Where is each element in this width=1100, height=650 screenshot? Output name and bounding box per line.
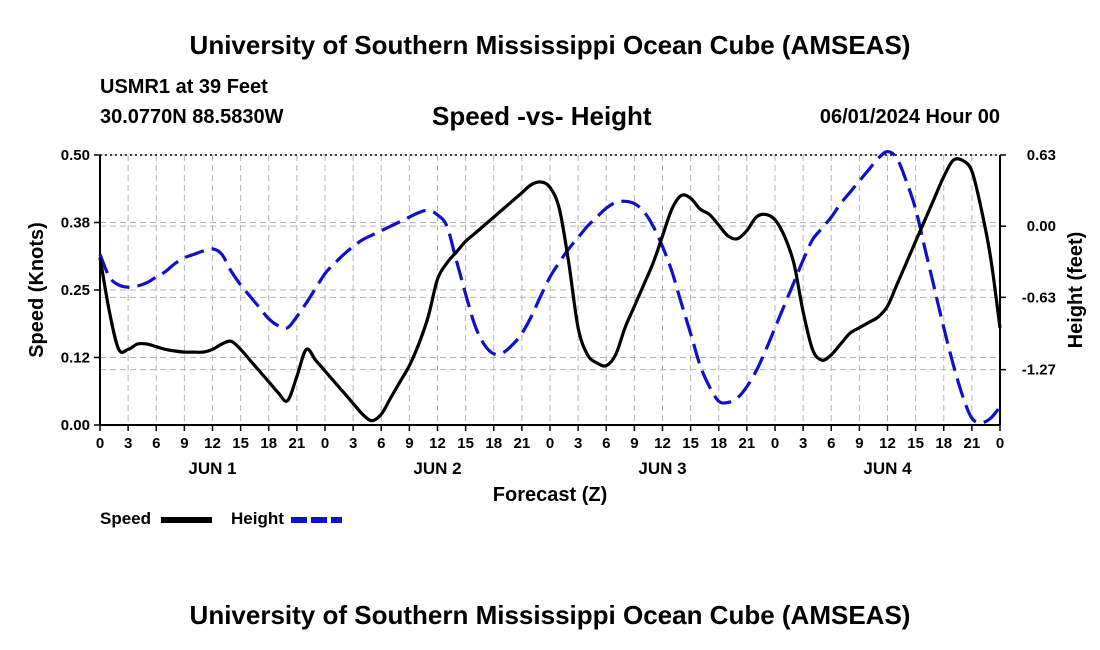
y-tick-label: 0.25 [61, 282, 90, 299]
x-tick-label: 15 [232, 435, 249, 452]
x-tick-label: 6 [377, 435, 385, 452]
height-series-line [98, 150, 1002, 425]
x-tick-label: 0 [996, 435, 1004, 452]
day-label: JUN 2 [413, 459, 461, 478]
legend-height-swatch [291, 517, 342, 523]
page-title: University of Southern Mississippi Ocean… [189, 30, 911, 60]
x-tick-label: 0 [771, 435, 779, 452]
x-tick-label: 21 [514, 435, 531, 452]
y-tick-label: 0.00 [61, 417, 90, 434]
x-tick-label: 18 [935, 435, 952, 452]
x-tick-label: 9 [630, 435, 638, 452]
y2-tick-label: -1.27 [1022, 362, 1056, 379]
x-tick-label: 6 [152, 435, 160, 452]
x-tick-label: 21 [739, 435, 756, 452]
station-label: USMR1 at 39 Feet [100, 76, 268, 98]
y2-tick-label: -0.63 [1022, 289, 1056, 306]
y-tick-label: 0.50 [61, 147, 90, 164]
x-tick-label: 21 [289, 435, 306, 452]
day-label: JUN 1 [188, 459, 236, 478]
x-tick-label: 9 [405, 435, 413, 452]
x-tick-label: 12 [654, 435, 671, 452]
x-tick-label: 3 [124, 435, 132, 452]
x-tick-label: 3 [799, 435, 807, 452]
day-label: JUN 3 [638, 459, 686, 478]
x-tick-label: 6 [602, 435, 610, 452]
y2-tick-label: 0.63 [1027, 147, 1056, 164]
y-tick-label: 0.38 [61, 215, 90, 232]
footer-title: University of Southern Mississippi Ocean… [189, 600, 911, 630]
x-tick-label: 0 [321, 435, 329, 452]
x-tick-label: 12 [204, 435, 221, 452]
x-tick-label: 15 [682, 435, 699, 452]
y2-axis-title: Height (feet) [1065, 232, 1087, 349]
y-axis-title: Speed (Knots) [26, 222, 48, 358]
x-tick-label: 18 [710, 435, 727, 452]
x-tick-label: 9 [855, 435, 863, 452]
x-tick-label: 15 [907, 435, 924, 452]
x-tick-label: 18 [260, 435, 277, 452]
legend-speed-swatch [161, 517, 212, 523]
x-tick-label: 3 [349, 435, 357, 452]
x-tick-label: 12 [429, 435, 446, 452]
x-tick-label: 18 [485, 435, 502, 452]
x-tick-label: 0 [546, 435, 554, 452]
x-tick-label: 6 [827, 435, 835, 452]
y2-tick-label: 0.00 [1027, 218, 1056, 235]
x-tick-label: 3 [574, 435, 582, 452]
x-tick-label: 21 [964, 435, 981, 452]
coordinates-label: 30.0770N 88.5830W [100, 106, 284, 128]
speed-series-line [98, 157, 1002, 423]
day-label: JUN 4 [863, 459, 912, 478]
legend-speed-label: Speed [100, 509, 152, 528]
x-tick-label: 0 [96, 435, 104, 452]
date-label: 06/01/2024 Hour 00 [819, 106, 1000, 128]
chart-title: Speed -vs- Height [432, 101, 652, 131]
x-tick-label: 9 [180, 435, 188, 452]
x-tick-label: 15 [457, 435, 474, 452]
x-tick-label: 12 [879, 435, 896, 452]
y-tick-label: 0.12 [61, 350, 90, 367]
x-axis-title: Forecast (Z) [493, 484, 607, 506]
legend-height-label: Height [231, 509, 284, 528]
